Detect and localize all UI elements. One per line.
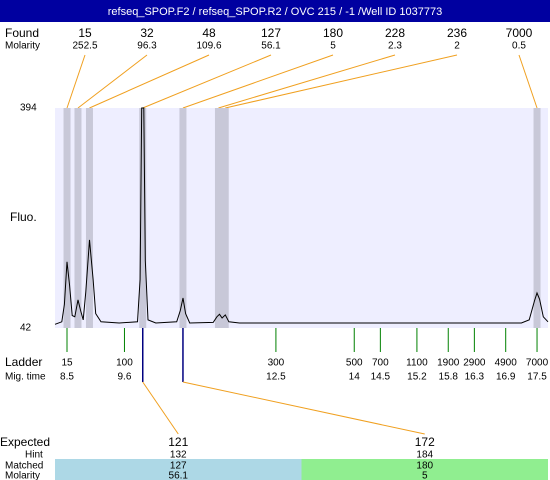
- found-molarity: 5: [330, 41, 336, 52]
- matched-label: Matched: [5, 461, 43, 472]
- found-molarity: 96.3: [137, 41, 157, 52]
- ladder-label: Ladder: [5, 355, 42, 369]
- connector: [225, 54, 458, 109]
- matched-size: 127: [170, 461, 187, 472]
- ladder-time: 14.5: [371, 372, 391, 383]
- hint-size: 132: [170, 450, 187, 461]
- ladder-time: 14: [349, 372, 361, 383]
- found-size: 228: [385, 26, 405, 40]
- y-axis-label: Fluo.: [10, 210, 37, 224]
- connector: [218, 54, 396, 109]
- found-molarity: 56.1: [261, 41, 281, 52]
- ladder-size: 1100: [406, 358, 428, 369]
- connector: [66, 54, 86, 109]
- found-molarity: 252.5: [72, 41, 97, 52]
- found-size: 48: [202, 26, 216, 40]
- found-size: 32: [140, 26, 154, 40]
- ladder-time: 16.3: [465, 372, 485, 383]
- peak-band: [533, 108, 541, 328]
- ladder-time: 17.5: [527, 372, 547, 383]
- hint-label: Hint: [25, 450, 43, 461]
- ladder-size: 15: [61, 358, 73, 369]
- connector: [518, 54, 538, 109]
- ladder-time: 8.5: [60, 372, 74, 383]
- found-molarity-label: Molarity: [5, 41, 40, 52]
- plot-area: [55, 108, 548, 328]
- connector: [89, 54, 210, 109]
- connector: [182, 54, 334, 109]
- connector: [77, 54, 148, 109]
- mig-time-label: Mig. time: [5, 372, 46, 383]
- matched-molarity: 5: [422, 471, 428, 480]
- trace: [54, 107, 549, 325]
- found-molarity: 2.3: [388, 41, 402, 52]
- ladder-size: 1900: [437, 358, 460, 369]
- ladder-time: 16.9: [496, 372, 516, 383]
- connector: [142, 54, 272, 109]
- ladder-time: 12.5: [266, 372, 286, 383]
- ladder-time: 9.6: [118, 372, 132, 383]
- found-size: 7000: [506, 26, 533, 40]
- found-molarity: 109.6: [196, 41, 221, 52]
- match-band: [301, 459, 548, 480]
- ladder-time: 15.2: [407, 372, 427, 383]
- ladder-size: 700: [372, 358, 389, 369]
- peak-band: [221, 108, 229, 328]
- match-connector: [182, 381, 425, 435]
- ladder-size: 7000: [526, 358, 549, 369]
- found-molarity: 0.5: [512, 41, 526, 52]
- peak-band: [139, 108, 147, 328]
- ladder-time: 15.8: [439, 372, 459, 383]
- match-connector: [142, 381, 179, 435]
- matched-molarity: 56.1: [169, 471, 189, 480]
- peak-band: [63, 108, 71, 328]
- title: refseq_SPOP.F2 / refseq_SPOP.R2 / OVC 21…: [108, 6, 442, 18]
- y-tick-label: 394: [20, 103, 37, 114]
- ladder-size: 300: [268, 358, 285, 369]
- ladder-size: 500: [346, 358, 363, 369]
- expected-size: 172: [415, 435, 435, 449]
- hint-size: 184: [416, 450, 433, 461]
- expected-size: 121: [168, 435, 188, 449]
- matched-size: 180: [416, 461, 433, 472]
- found-label: Found: [5, 26, 39, 40]
- matched-molarity-label: Molarity: [5, 471, 40, 480]
- ladder-size: 4900: [495, 358, 518, 369]
- found-size: 127: [261, 26, 281, 40]
- match-band: [55, 459, 302, 480]
- peak-band: [74, 108, 82, 328]
- found-molarity: 2: [454, 41, 460, 52]
- ladder-size: 2900: [463, 358, 486, 369]
- found-size: 15: [78, 26, 92, 40]
- peak-band: [214, 108, 222, 328]
- found-size: 236: [447, 26, 467, 40]
- peak-band: [179, 108, 187, 328]
- title-bar: [0, 0, 550, 22]
- expected-label: Expected: [0, 435, 50, 449]
- found-size: 180: [323, 26, 343, 40]
- y-tick-label: 42: [20, 323, 32, 334]
- ladder-size: 100: [116, 358, 133, 369]
- peak-band: [85, 108, 93, 328]
